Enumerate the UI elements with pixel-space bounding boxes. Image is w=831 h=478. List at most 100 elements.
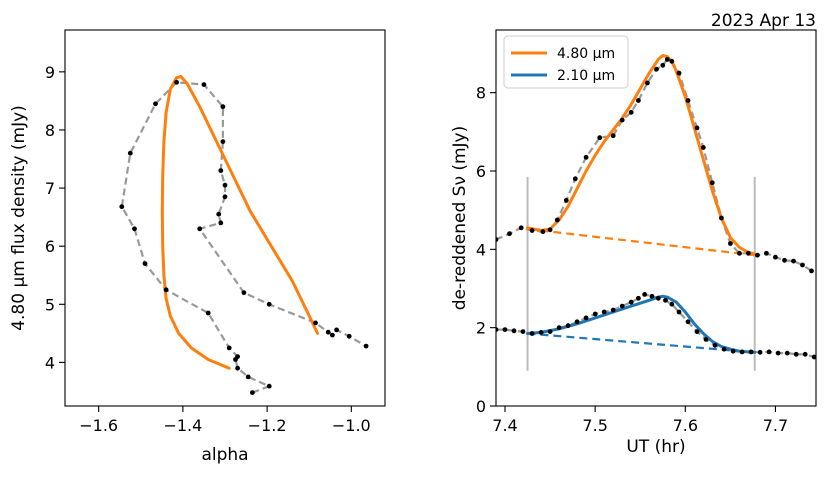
4-80-m-observed-point: [685, 98, 691, 103]
2-10-m-observed-point: [703, 337, 709, 342]
4-80-m-observed-point: [676, 70, 682, 76]
left-observed-line: [120, 81, 367, 394]
2-10-m-observed-point: [556, 325, 562, 331]
2-10-m-observed-point: [538, 330, 544, 335]
2-10-m-observed-point: [547, 329, 553, 334]
legend: 4.80 µm 2.10 µm: [503, 35, 629, 89]
2-10-m-observed-point: [574, 319, 580, 325]
right-ytick-label: 4: [476, 240, 486, 259]
left-observed-point: [346, 333, 352, 339]
left-observed-point: [142, 261, 148, 266]
2-10-m-observed-point: [628, 299, 634, 305]
2-10-m-observed-point: [739, 349, 745, 355]
left-xtick-label: −1.4: [163, 416, 202, 435]
left-observed-point: [226, 345, 232, 351]
left-observed-point: [266, 383, 272, 389]
4-80-m-observed-point: [809, 268, 814, 274]
left-observed-point: [330, 332, 335, 338]
date-label: 2023 Apr 13: [711, 11, 816, 31]
4-80-m-observed-point: [554, 217, 560, 223]
4-80-m-observed-point: [563, 198, 569, 203]
left-observed-point: [235, 365, 241, 371]
legend-label-2.10: 2.10 µm: [557, 68, 615, 84]
left-observed-point: [250, 390, 255, 395]
left-observed-point: [266, 301, 272, 307]
4-80-m-observed-point: [664, 57, 670, 62]
4-80-m-observed-point: [709, 180, 715, 186]
left-xlabel: alpha: [201, 445, 248, 465]
left-observed-point: [119, 204, 125, 210]
right-xtick-label: 7.4: [492, 416, 517, 435]
2-10-m-observed-point: [802, 351, 808, 357]
4-80-m-observed-point: [507, 231, 512, 237]
4-80-m-observed-point: [572, 176, 578, 182]
2-10-m-observed-point: [712, 342, 718, 348]
left-observed-point: [222, 194, 228, 200]
left-observed-point: [218, 168, 224, 174]
right-xtick-label: 7.6: [673, 416, 698, 435]
left-observed-point: [197, 226, 203, 232]
2-10-m-observed-point: [766, 349, 772, 355]
4-80-m-observed-point: [636, 98, 641, 103]
2-10-m-observed-point: [793, 351, 799, 357]
4-80-m-observed-point: [782, 257, 787, 263]
4-80-m-observed-point: [540, 229, 546, 235]
left-model-line: [160, 75, 320, 370]
4-80-m-baseline-line: [527, 227, 755, 257]
4-80-m-observed-point: [518, 225, 524, 231]
left-panel: −1.6 −1.4 −1.2 −1.0 4 5 6 7 8 9 alpha 4.80 µm fl…: [9, 29, 386, 465]
right-axes-frame: [495, 29, 817, 407]
left-ytick-label: 7: [45, 179, 55, 198]
left-ytick-label: 4: [45, 353, 55, 372]
left-observed-point: [363, 343, 369, 349]
4-80-m-observed-point: [755, 252, 760, 258]
left-observed-point: [174, 79, 180, 85]
2-10-m-observed-point: [649, 293, 655, 299]
4-80-m-model-line: [526, 54, 757, 256]
right-panel: 7.4 7.5 7.6 7.7 0 2 4 6 8 UT (hr) de-reddened S…: [450, 29, 817, 457]
2-10-m-observed-point: [784, 350, 790, 356]
2-10-m-observed-point: [748, 349, 754, 355]
4-80-m-observed-line: [496, 58, 813, 272]
left-observed-point: [222, 182, 228, 188]
4-80-m-observed-point: [746, 250, 751, 256]
2-10-m-observed-point: [502, 327, 508, 332]
left-observed-point: [218, 220, 224, 226]
2-10-m-observed-line: [496, 293, 815, 359]
2-10-m-observed-point: [642, 292, 648, 297]
left-observed-point: [163, 287, 169, 293]
right-plot-area: [496, 54, 816, 371]
left-observed-point: [245, 374, 251, 380]
left-ytick-label: 8: [45, 121, 55, 140]
2-10-m-observed-point: [610, 307, 616, 313]
left-observed-point: [216, 211, 222, 217]
4-80-m-observed-point: [791, 258, 796, 264]
left-observed-point: [241, 290, 247, 296]
2-10-m-observed-point: [685, 319, 691, 325]
2-10-m-observed-point: [757, 349, 763, 355]
legend-label-4.80: 4.80 µm: [557, 46, 615, 62]
4-80-m-observed-point: [764, 250, 769, 256]
4-80-m-observed-point: [800, 262, 805, 268]
2-10-m-observed-point: [694, 329, 700, 334]
left-observed-point: [153, 101, 158, 107]
left-observed-point: [127, 150, 133, 156]
2-10-m-observed-point: [676, 309, 682, 315]
right-ytick-label: 6: [476, 162, 486, 181]
2-10-m-observed-point: [663, 297, 668, 303]
right-ytick-label: 2: [476, 319, 486, 338]
left-observed-point: [201, 82, 207, 87]
left-ytick-label: 5: [45, 295, 55, 314]
left-observed-point: [220, 139, 226, 145]
2-10-m-observed-point: [775, 350, 781, 356]
2-10-m-observed-point: [583, 315, 589, 321]
left-observed-point: [313, 320, 318, 326]
2-10-m-model-line: [526, 294, 757, 354]
left-ytick-label: 6: [45, 237, 55, 256]
2-10-m-observed-point: [520, 329, 526, 334]
2-10-m-observed-point: [565, 323, 571, 329]
4-80-m-observed-point: [654, 66, 659, 72]
4-80-m-observed-point: [610, 133, 616, 139]
left-ytick-label: 9: [45, 63, 55, 82]
